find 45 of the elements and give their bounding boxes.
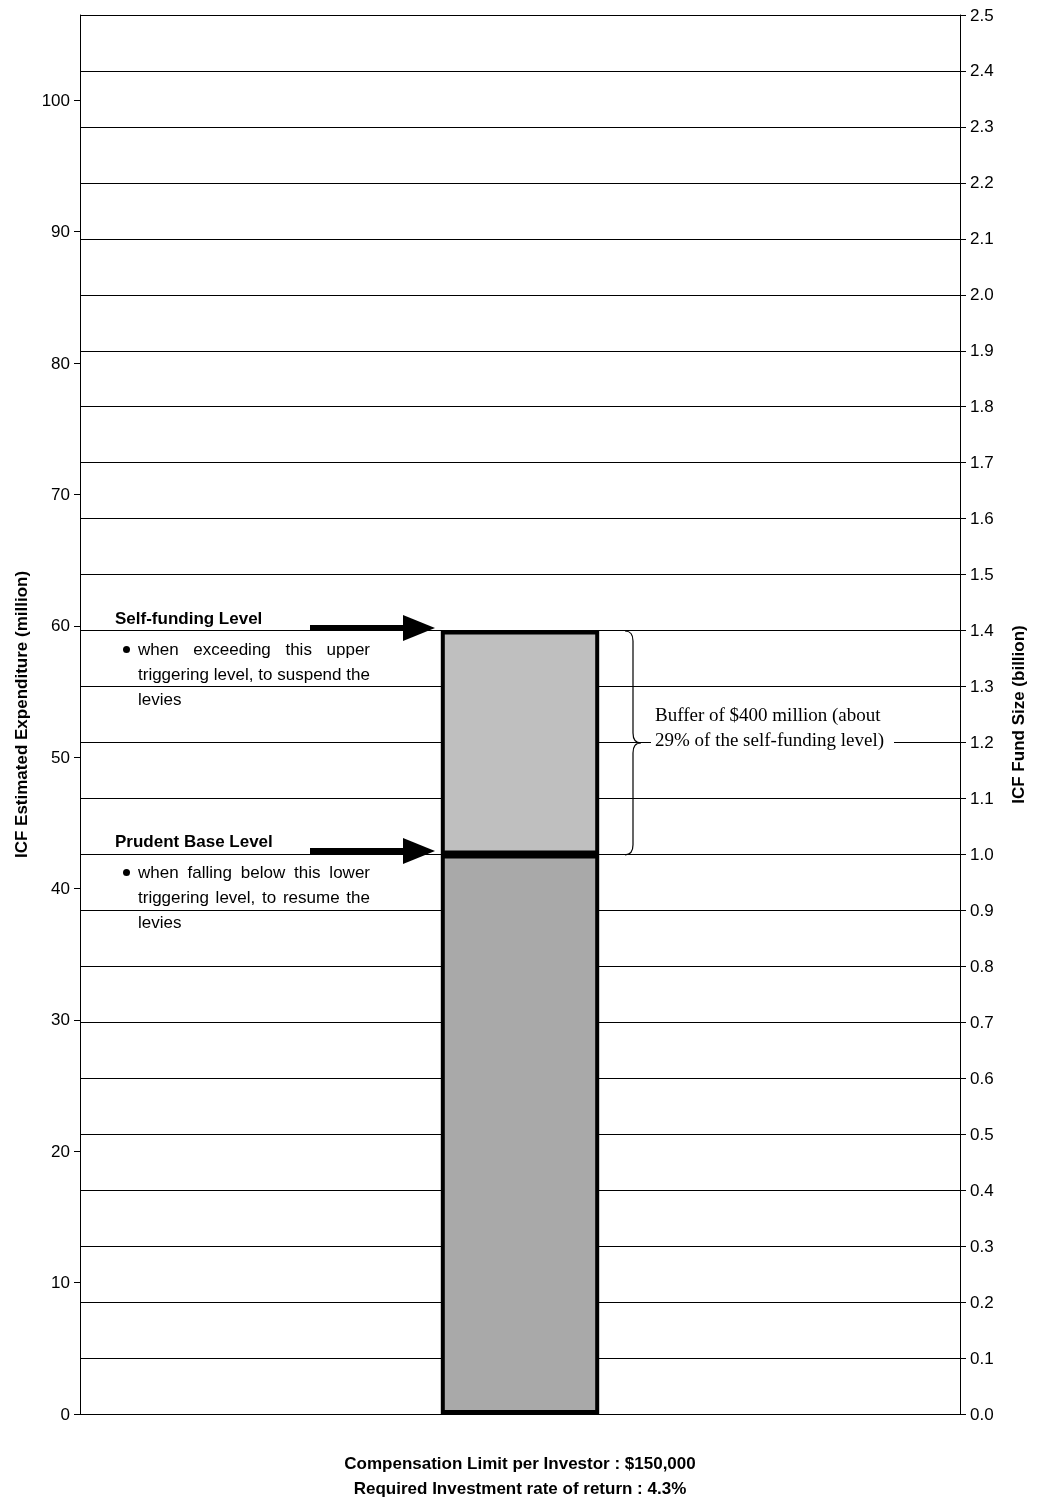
- y2-tick-label: 1.3: [970, 677, 994, 697]
- y2-tick-label: 2.3: [970, 117, 994, 137]
- y2-tick-label: 1.9: [970, 341, 994, 361]
- y-tick-label: 100: [41, 90, 70, 110]
- y2-axis-title: ICF Fund Size (billion): [1009, 625, 1028, 804]
- y-tick-label: 70: [51, 484, 70, 504]
- y-axis-title: ICF Estimated Expenditure (million): [12, 570, 31, 859]
- y-tick-label: 90: [51, 222, 70, 242]
- y2-tick-label: 2.1: [970, 229, 994, 249]
- y-tick-label: 10: [51, 1273, 70, 1293]
- y2-tick-label: 2.4: [970, 61, 994, 81]
- y2-tick-label: 1.8: [970, 397, 994, 417]
- y-tick-label: 30: [51, 1010, 70, 1030]
- annotation: when falling below this lower triggering level, to resume the levies: [137, 862, 370, 935]
- y2-tick-label: 1.0: [970, 844, 994, 864]
- y2-tick-label: 0.3: [970, 1236, 994, 1256]
- y2-tick-label: 1.6: [970, 509, 994, 529]
- y2-tick-label: 1.2: [970, 732, 994, 752]
- y2-tick-label: 1.1: [970, 788, 994, 808]
- y2-tick-label: 1.4: [970, 621, 994, 641]
- y2-tick-label: 0.4: [970, 1180, 994, 1200]
- y2-tick-label: 0.7: [970, 1012, 994, 1032]
- y-tick-label: 0: [60, 1404, 70, 1424]
- y2-tick-label: 0.5: [970, 1124, 994, 1144]
- y-tick-label: 40: [51, 879, 70, 899]
- y2-tick-label: 0.2: [970, 1292, 994, 1312]
- y2-tick-label: 0.1: [970, 1348, 994, 1368]
- y-tick-label: 20: [51, 1141, 70, 1161]
- annotation: Prudent Base Level: [115, 832, 273, 853]
- y-tick-label: 60: [51, 616, 70, 636]
- y2-tick-label: 1.5: [970, 565, 994, 585]
- y2-tick-label: 2.5: [970, 5, 994, 25]
- x-axis-title: Compensation Limit per Investor : $150,000 Required Investment rate of return : 4.3%: [344, 1454, 696, 1498]
- y2-tick-label: 1.7: [970, 453, 994, 473]
- y2-tick-label: 2.0: [970, 285, 994, 305]
- annotation: Self-funding Level: [115, 608, 263, 629]
- y-tick-label: 80: [51, 353, 70, 373]
- y2-tick-label: 0.6: [970, 1068, 994, 1088]
- y2-tick-label: 2.2: [970, 173, 994, 193]
- y2-tick-label: 0.8: [970, 956, 994, 976]
- y2-tick-label: 0.0: [970, 1404, 994, 1424]
- annotation: when exceeding this upper triggering level, to suspend the levies: [137, 638, 370, 711]
- annotation: Buffer of $400 million (about 29% of the self-funding level): [651, 700, 894, 755]
- y-tick-label: 50: [51, 747, 70, 767]
- y2-tick-label: 0.9: [970, 900, 994, 920]
